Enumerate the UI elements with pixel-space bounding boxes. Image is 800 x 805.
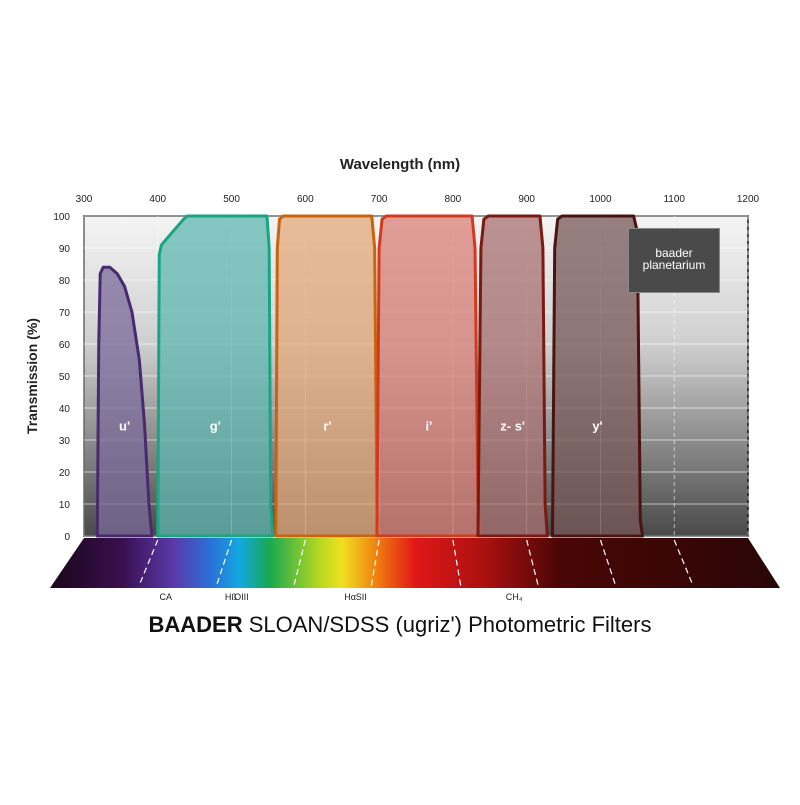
- spectrum-dash: [370, 539, 380, 587]
- spectrum-dash: [673, 539, 694, 587]
- filter-label: i': [426, 418, 433, 433]
- filter-curve: [476, 214, 549, 538]
- spectrum-dash: [599, 539, 617, 587]
- spectrum-dash: [526, 539, 539, 587]
- filter-curve: [375, 214, 483, 538]
- y-tick-label: 100: [53, 212, 70, 223]
- spectrum-bar: [50, 538, 780, 588]
- y-tick-label: 0: [64, 532, 70, 543]
- footer-title: BAADER SLOAN/SDSS (ugriz') Photometric F…: [0, 612, 800, 638]
- x-tick-label: 300: [76, 194, 93, 205]
- spectrum-dash: [452, 539, 462, 587]
- filter-label: u': [119, 418, 130, 433]
- filter-label: r': [323, 418, 331, 433]
- y-tick-label: 30: [59, 436, 71, 447]
- emission-line-label: SII: [356, 592, 367, 602]
- x-tick-label: 1100: [663, 194, 685, 205]
- filter-label: y': [592, 418, 602, 433]
- spectrum-dash: [293, 539, 306, 587]
- y-tick-label: 70: [59, 308, 71, 319]
- emission-line-label: Hα: [344, 592, 356, 602]
- y-axis-label: Transmission (%): [24, 318, 40, 434]
- x-tick-label: 700: [371, 194, 388, 205]
- x-tick-label: 1200: [737, 194, 760, 205]
- y-tick-label: 10: [59, 500, 71, 511]
- x-tick-label: 400: [149, 194, 166, 205]
- y-tick-label: 80: [59, 276, 71, 287]
- footer-text: SLOAN/SDSS (ugriz') Photometric Filters: [242, 612, 652, 637]
- x-tick-label: 600: [297, 194, 314, 205]
- filter-curve: [274, 214, 381, 538]
- logo-line2: planetarium: [642, 258, 706, 272]
- filter-curve: [95, 265, 154, 538]
- y-tick-label: 90: [59, 244, 71, 255]
- filter-curve: [550, 214, 644, 538]
- emission-line-label: CH₄: [506, 592, 523, 602]
- filter-label: z- s': [500, 418, 525, 433]
- y-tick-label: 60: [59, 340, 71, 351]
- logo-line1: baader: [655, 246, 693, 260]
- spectrum-dash: [215, 539, 233, 587]
- y-tick-label: 20: [59, 468, 71, 479]
- emission-line-label: Hß: [225, 592, 237, 602]
- logo: baader planetarium: [628, 228, 720, 293]
- y-tick-label: 50: [59, 372, 71, 383]
- x-tick-label: 900: [518, 194, 535, 205]
- x-tick-label: 500: [223, 194, 240, 205]
- filter-label: g': [210, 418, 221, 433]
- filter-curve: [156, 214, 275, 538]
- x-tick-label: 800: [445, 194, 462, 205]
- chart-title: Wavelength (nm): [339, 156, 461, 173]
- spectrum-dash: [138, 539, 159, 587]
- footer-brand: BAADER: [148, 612, 243, 637]
- x-tick-label: 1000: [589, 194, 612, 205]
- emission-line-label: CA: [159, 592, 172, 602]
- emission-line-label: OIII: [234, 592, 249, 602]
- y-tick-label: 40: [59, 404, 71, 415]
